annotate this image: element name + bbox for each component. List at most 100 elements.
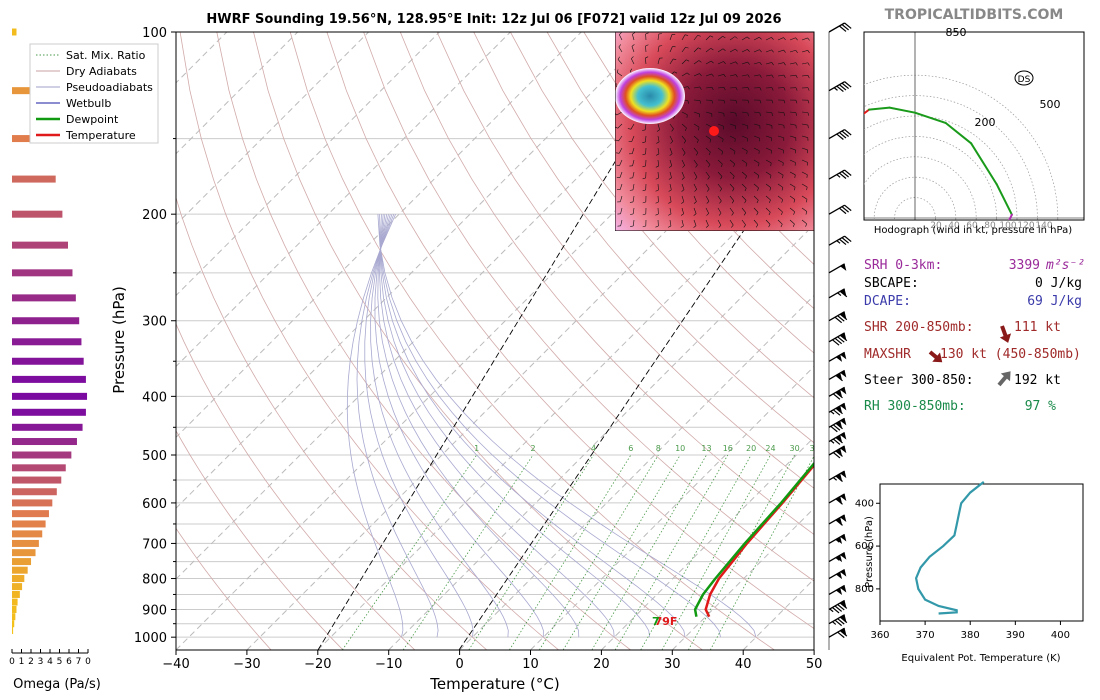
sat-wind-barb xyxy=(777,62,786,66)
isotherm-line xyxy=(388,223,814,650)
sat-barb-flag xyxy=(681,201,685,204)
dry-adiabat-line xyxy=(289,32,775,650)
sat-wind-barb xyxy=(741,123,749,129)
wind-barb-flag xyxy=(836,240,841,244)
wind-barb-flag xyxy=(841,237,849,244)
sat-wind-barb xyxy=(789,37,798,41)
sat-barb-flag xyxy=(619,32,622,35)
sat-barb-flag xyxy=(794,174,796,178)
sat-barb-flag xyxy=(732,176,735,180)
omega-bar xyxy=(12,375,86,383)
sat-barb-staff xyxy=(777,147,784,151)
sat-barb-flag xyxy=(656,129,660,132)
omega-bar xyxy=(12,598,18,606)
sat-barb-staff xyxy=(619,159,623,166)
sat-wind-barb xyxy=(789,135,797,141)
sat-wind-barb xyxy=(717,135,724,143)
sat-wind-barb xyxy=(741,171,747,179)
wind-barb-flag xyxy=(839,290,848,298)
sat-wind-barb xyxy=(630,207,635,215)
sat-barb-staff xyxy=(657,46,660,53)
sat-barb-flag xyxy=(794,162,796,166)
satellite-inset xyxy=(615,32,814,231)
sat-barb-staff xyxy=(765,74,772,77)
wind-barb-pennant xyxy=(840,387,847,395)
sat-barb-flag xyxy=(673,115,675,119)
sat-wind-barb xyxy=(705,207,709,216)
sat-barb-staff xyxy=(741,49,748,53)
sbcape-value: 0 J/kg xyxy=(1035,276,1082,291)
sat-barb-flag xyxy=(733,163,735,167)
sat-barb-flag xyxy=(769,187,772,191)
sat-wind-barb xyxy=(801,87,810,91)
sat-barb-flag xyxy=(735,100,738,104)
sat-barb-flag xyxy=(686,72,690,76)
sat-wind-barb xyxy=(669,46,676,53)
sat-barb-staff xyxy=(729,87,736,89)
sat-wind-barb xyxy=(617,56,623,65)
sat-barb-staff xyxy=(717,111,724,114)
omega-tick-label: 6 xyxy=(66,657,72,667)
sat-wind-barb xyxy=(657,33,662,41)
sat-barb-staff xyxy=(753,123,760,126)
sat-barb-staff xyxy=(765,207,771,213)
sat-barb-flag xyxy=(658,45,663,47)
sat-wind-barb xyxy=(669,34,676,41)
wind-barb-flag xyxy=(837,336,845,343)
sat-barb-staff xyxy=(717,219,722,226)
hodograph-ring-label: 80 xyxy=(984,221,996,231)
dcape-value: 69 J/kg xyxy=(1027,294,1082,309)
sat-barb-staff xyxy=(693,111,700,115)
sat-wind-barb xyxy=(693,86,702,90)
omega-tick-label: 0 xyxy=(9,657,15,667)
sat-barb-staff xyxy=(729,48,736,53)
sat-barb-flag xyxy=(684,34,689,36)
sat-barb-staff xyxy=(777,183,784,188)
mixing-ratio-label: 6 xyxy=(628,444,633,453)
omega-bar xyxy=(12,464,66,472)
sat-barb-flag xyxy=(695,164,698,168)
legend-label: Temperature xyxy=(65,129,136,142)
sat-barb-flag xyxy=(655,213,659,216)
sat-barb-staff xyxy=(681,59,687,65)
wind-barb-flag xyxy=(844,129,852,136)
y-tick-label: 600 xyxy=(142,497,167,512)
sat-barb-flag xyxy=(747,74,750,78)
sat-barb-flag xyxy=(757,175,760,179)
sat-barb-flag xyxy=(642,189,646,192)
sat-barb-flag xyxy=(745,163,748,167)
sat-barb-flag xyxy=(805,199,808,203)
sat-barb-staff xyxy=(632,183,635,190)
sat-barb-staff xyxy=(741,135,748,139)
wind-barb xyxy=(828,386,847,400)
sat-wind-barb xyxy=(801,62,810,66)
mixing-ratio-label: 1 xyxy=(474,444,479,453)
series-temperature xyxy=(704,463,814,618)
sat-wind-barb xyxy=(753,111,761,117)
omega-bar xyxy=(12,488,57,496)
sounding-location-marker xyxy=(709,126,719,136)
hodograph-ring-label: 140 xyxy=(1035,221,1052,231)
sat-barb-staff xyxy=(617,123,623,129)
sat-barb-flag xyxy=(628,141,632,142)
omega-bar xyxy=(12,294,76,302)
sat-barb-flag xyxy=(781,199,784,203)
sat-barb-staff xyxy=(657,171,659,178)
sat-barb-flag xyxy=(694,176,698,180)
wind-barb xyxy=(828,627,848,639)
x-tick-label: 40 xyxy=(735,657,752,672)
sat-wind-barb xyxy=(777,111,785,116)
sat-barb-staff xyxy=(741,183,747,189)
sat-barb-staff xyxy=(631,135,635,142)
wind-barb-pennant xyxy=(840,288,847,296)
mixing-ratio-label: 8 xyxy=(656,444,661,453)
sat-barb-staff xyxy=(619,183,623,190)
sat-wind-barb xyxy=(642,171,647,180)
omega-bar xyxy=(12,269,73,277)
hodograph-trace xyxy=(944,121,973,145)
wind-barb-flag xyxy=(844,204,852,212)
sat-barb-flag xyxy=(771,37,774,40)
omega-bar xyxy=(12,210,63,218)
wind-barb-staff xyxy=(828,332,845,343)
wind-barb-flag xyxy=(837,315,845,322)
